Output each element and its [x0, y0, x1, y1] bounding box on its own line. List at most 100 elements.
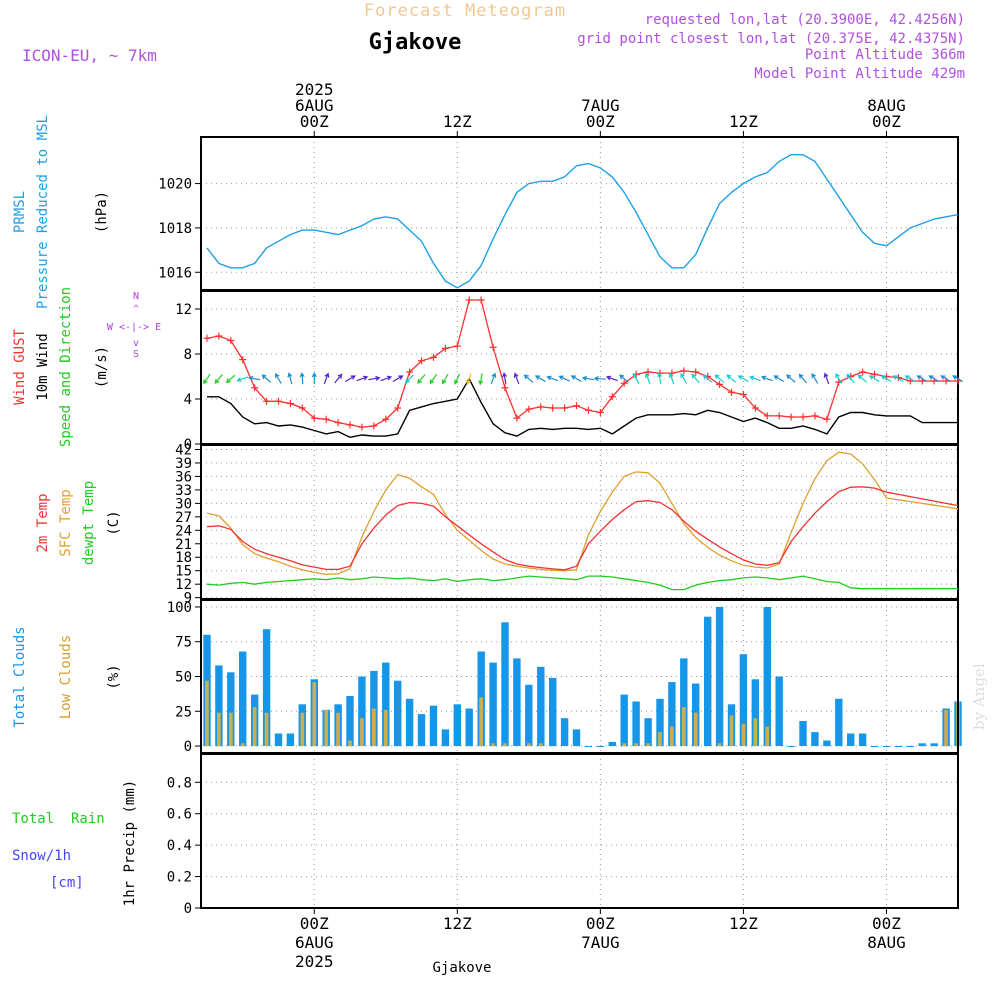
- total-cloud-bar: [906, 746, 914, 747]
- wind-direction-arrow: [811, 372, 819, 384]
- bottom-time-label: 2025: [295, 952, 334, 971]
- wind-direction-arrow: [868, 375, 880, 383]
- wind-panel: Wind GUST 10m Wind Speed and Direction (…: [12, 287, 964, 453]
- y-tick-label: 36: [175, 469, 192, 485]
- wind-gust-marker: [418, 357, 426, 365]
- total-cloud-bar: [525, 684, 533, 746]
- top-time-label: 7AUG: [581, 96, 620, 115]
- wind-gust-marker: [799, 413, 807, 421]
- wind-direction-arrow: [311, 372, 317, 385]
- wind-gust-marker: [716, 380, 724, 388]
- sfc-temp-line: [206, 451, 959, 575]
- compass-north: N: [133, 291, 139, 302]
- y-tick-label: 0.2: [167, 870, 192, 886]
- wind-direction-arrow: [916, 375, 928, 383]
- total-cloud-bar: [441, 729, 450, 747]
- total-cloud-bar: [596, 746, 605, 747]
- wind-direction-arrow: [334, 373, 343, 384]
- wind-gust-marker: [394, 404, 402, 412]
- wind-direction-arrow: [726, 374, 737, 383]
- pressure-unit: (hPa): [94, 191, 110, 233]
- wind-direction-arrow: [392, 375, 404, 383]
- low-cloud-bar: [240, 743, 245, 747]
- precip-label-snow: Snow/1h: [12, 848, 71, 864]
- top-time-label: 6AUG: [295, 96, 334, 115]
- low-cloud-bar: [372, 708, 376, 747]
- low-cloud-bar: [717, 743, 722, 747]
- total-cloud-bar: [286, 733, 295, 746]
- low-cloud-bar: [646, 743, 650, 747]
- top-time-label: 2025: [295, 80, 334, 99]
- low-cloud-bar: [729, 715, 734, 746]
- wind-direction-arrow: [490, 372, 497, 385]
- wind-gust-line: [206, 299, 958, 428]
- wind-gust-marker: [596, 409, 604, 416]
- wind-label-gust: Wind GUST: [12, 329, 28, 405]
- wind-gust-marker: [871, 370, 879, 378]
- wind-direction-arrow: [275, 372, 282, 384]
- wind-direction-arrow: [928, 375, 940, 383]
- total-cloud-bar: [835, 698, 843, 747]
- grid-point-coords: grid point closest lon,lat (20.375E, 42.…: [577, 31, 965, 47]
- wind-direction-arrow: [952, 375, 964, 383]
- total-cloud-bar: [417, 714, 426, 747]
- top-time-label: 8AUG: [867, 96, 906, 115]
- model-point-altitude: Model Point Altitude 429m: [754, 66, 965, 82]
- total-cloud-bar: [572, 729, 581, 747]
- total-cloud-bar: [405, 698, 414, 747]
- wind-gust-marker: [739, 391, 747, 398]
- wind-direction-arrow: [502, 372, 508, 385]
- total-cloud-bar: [656, 698, 664, 747]
- y-tick-label: 1020: [158, 177, 192, 193]
- total-cloud-bar: [453, 704, 461, 746]
- bottom-time-label: 12Z: [443, 914, 472, 933]
- total-cloud-bar: [680, 658, 688, 746]
- top-time-label: 00Z: [300, 112, 329, 131]
- wind-gust-marker: [680, 367, 688, 375]
- low-cloud-bar: [670, 726, 674, 747]
- wind-direction-arrow: [356, 375, 369, 382]
- bottom-time-label: 8AUG: [867, 933, 906, 952]
- wind-gust-marker: [322, 415, 330, 423]
- low-cloud-bar: [693, 712, 698, 747]
- wind-direction-arrow: [441, 373, 449, 385]
- total-cloud-bar: [787, 746, 795, 747]
- wind-gust-marker: [310, 414, 318, 422]
- pressure-panel: PRMSL Pressure Reduced to MSL (hPa) 1016…: [12, 115, 959, 309]
- point-altitude: Point Altitude 366m: [805, 47, 965, 63]
- total-cloud-bar: [644, 718, 652, 746]
- wind-direction-arrow: [846, 373, 855, 384]
- compass-east-west: W <-|-> E: [107, 322, 161, 333]
- total-cloud-bar: [858, 733, 867, 746]
- total-cloud-bar: [215, 665, 223, 747]
- wind-direction-arrow: [513, 372, 520, 385]
- wind-gust-marker: [823, 415, 831, 423]
- y-tick-label: 0: [184, 739, 192, 755]
- low-cloud-bar: [634, 743, 638, 747]
- wind-gust-marker: [775, 412, 783, 420]
- wind-direction-arrow: [657, 372, 663, 385]
- wind-gust-marker: [453, 342, 461, 350]
- low-cloud-bar: [622, 743, 627, 747]
- wind-direction-arrow: [760, 375, 773, 382]
- precip-label-rain: Total Rain: [12, 811, 105, 827]
- wind-direction-arrow: [247, 375, 261, 381]
- bottom-time-axis: 00Z6AUG202512Z00Z7AUG12Z00Z8AUG12Z: [295, 908, 906, 971]
- low-cloud-bar: [229, 712, 233, 747]
- temperature-panel: 2m Temp SFC Temp dewpt Temp (C) 91215182…: [35, 442, 959, 607]
- y-tick-label: 18: [175, 550, 192, 566]
- wind-gust-marker: [811, 412, 819, 420]
- wind-direction-arrow: [344, 375, 356, 383]
- low-cloud-bar: [252, 707, 257, 746]
- low-cloud-bar: [264, 712, 269, 747]
- wind-direction-arrow: [236, 376, 249, 382]
- compass-south: S: [133, 349, 139, 360]
- y-tick-label: 100: [167, 600, 192, 616]
- wind-gust-marker: [489, 343, 497, 351]
- wind-direction-arrow: [605, 375, 618, 382]
- low-cloud-bar: [205, 680, 209, 747]
- total-cloud-bar: [775, 676, 783, 746]
- wind-gust-marker: [787, 413, 795, 421]
- wind-direction-arrow: [323, 372, 330, 385]
- total-cloud-bar: [537, 666, 545, 747]
